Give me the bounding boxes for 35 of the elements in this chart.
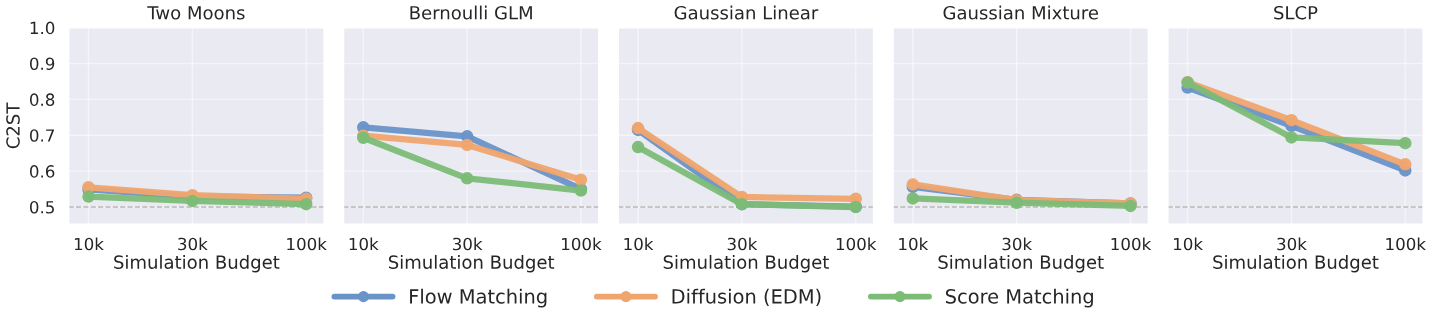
x-tick-label: 30k xyxy=(452,237,483,251)
y-tick-label: 0.7 xyxy=(29,129,54,142)
x-axis-title: Simulation Budget xyxy=(938,254,1104,273)
x-tick-label: 10k xyxy=(624,237,654,251)
x-tick-label: 30k xyxy=(727,237,758,251)
chart-title: Two Moons xyxy=(147,6,245,20)
x-axis-title: Simulation Budget xyxy=(114,254,280,273)
y-axis-title: C2ST xyxy=(6,102,20,149)
y-tick-label: 0.6 xyxy=(29,165,55,178)
legend-label: Diffusion (EDM) xyxy=(672,288,821,307)
chart-title: Gaussian Linear xyxy=(674,5,819,20)
x-axis-title: Simulation Budget xyxy=(663,254,829,273)
chart-title: SLCP xyxy=(1274,5,1318,20)
x-tick-label: 10k xyxy=(74,237,104,251)
x-tick-label: 10k xyxy=(899,237,929,251)
y-tick-label: 0.8 xyxy=(29,93,55,106)
legend-label: Flow Matching xyxy=(410,288,547,308)
x-tick-label: 100k xyxy=(836,237,877,251)
x-tick-label: 100k xyxy=(1386,237,1426,251)
x-tick-label: 10k xyxy=(349,237,379,251)
x-tick-label: 100k xyxy=(1111,237,1152,251)
x-tick-label: 100k xyxy=(562,237,602,251)
chart-title: Bernoulli GLM xyxy=(410,5,532,20)
legend-label: Score Matching xyxy=(945,288,1093,308)
chart-title: Gaussian Mixture xyxy=(943,5,1098,20)
x-tick-label: 100k xyxy=(287,237,327,251)
x-tick-label: 30k xyxy=(1002,237,1033,251)
x-axis-title: Simulation Budget xyxy=(388,254,555,273)
x-tick-label: 30k xyxy=(1277,237,1307,251)
x-axis-title: Simulation Budget xyxy=(1213,254,1379,273)
y-tick-label: 0.9 xyxy=(29,57,55,71)
x-tick-label: 30k xyxy=(178,237,208,251)
y-tick-label: 1.0 xyxy=(30,21,55,35)
y-tick-label: 0.5 xyxy=(29,200,54,214)
x-tick-label: 10k xyxy=(1174,237,1203,251)
